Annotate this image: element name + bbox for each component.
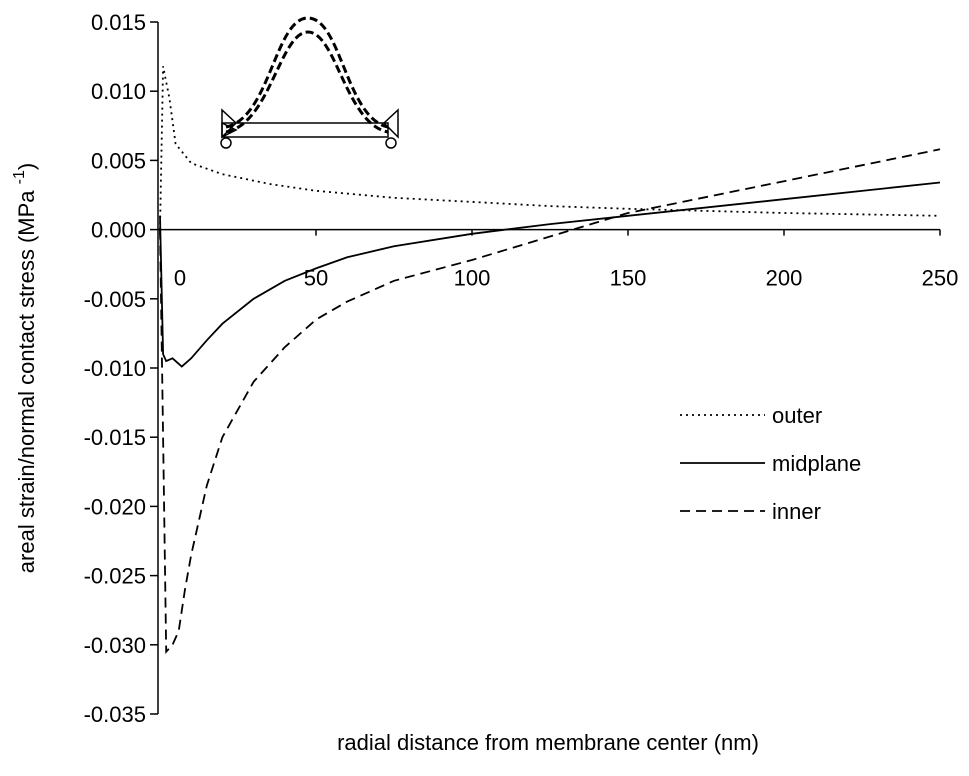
y-tick-label: -0.035 (84, 702, 146, 727)
legend-label: midplane (772, 451, 861, 476)
y-tick-label: -0.030 (84, 633, 146, 658)
x-axis-label: radial distance from membrane center (nm… (337, 730, 759, 755)
series-line (159, 181, 941, 368)
y-tick-label: 0.010 (91, 79, 146, 104)
legend-label: outer (772, 403, 822, 428)
y-axis-label: areal strain/normal contact stress (MPa … (11, 163, 39, 573)
inset-roller-left (220, 137, 232, 149)
y-tick-label: -0.020 (84, 494, 146, 519)
x-tick-label: 50 (304, 266, 328, 291)
x-tick-label: 150 (610, 266, 647, 291)
inset-outer-curve (225, 16, 389, 129)
inset-plate (221, 122, 389, 138)
inset-inner-curve (225, 30, 389, 134)
x-tick-label: 0 (174, 266, 186, 291)
y-tick-label: 0.015 (91, 10, 146, 35)
x-tick-label: 250 (922, 266, 959, 291)
legend-label: inner (772, 499, 821, 524)
series-line (159, 148, 941, 654)
y-axis-label-part: ) (14, 163, 39, 170)
y-tick-label: 0.005 (91, 148, 146, 173)
y-tick-label: -0.010 (84, 356, 146, 381)
x-tick-label: 100 (454, 266, 491, 291)
inset-support-right (382, 108, 399, 139)
y-tick-label: -0.005 (84, 287, 146, 312)
y-axis-label-part: -1 (11, 170, 28, 184)
inset-diagram (220, 16, 399, 149)
y-tick-label: -0.015 (84, 425, 146, 450)
x-tick-label: 200 (766, 266, 803, 291)
series-line (159, 66, 941, 230)
y-axis-label-part: areal strain/normal contact stress (MPa (14, 184, 39, 573)
inset-roller-right (385, 137, 397, 149)
y-tick-label: -0.025 (84, 564, 146, 589)
y-tick-label: 0.000 (91, 218, 146, 243)
